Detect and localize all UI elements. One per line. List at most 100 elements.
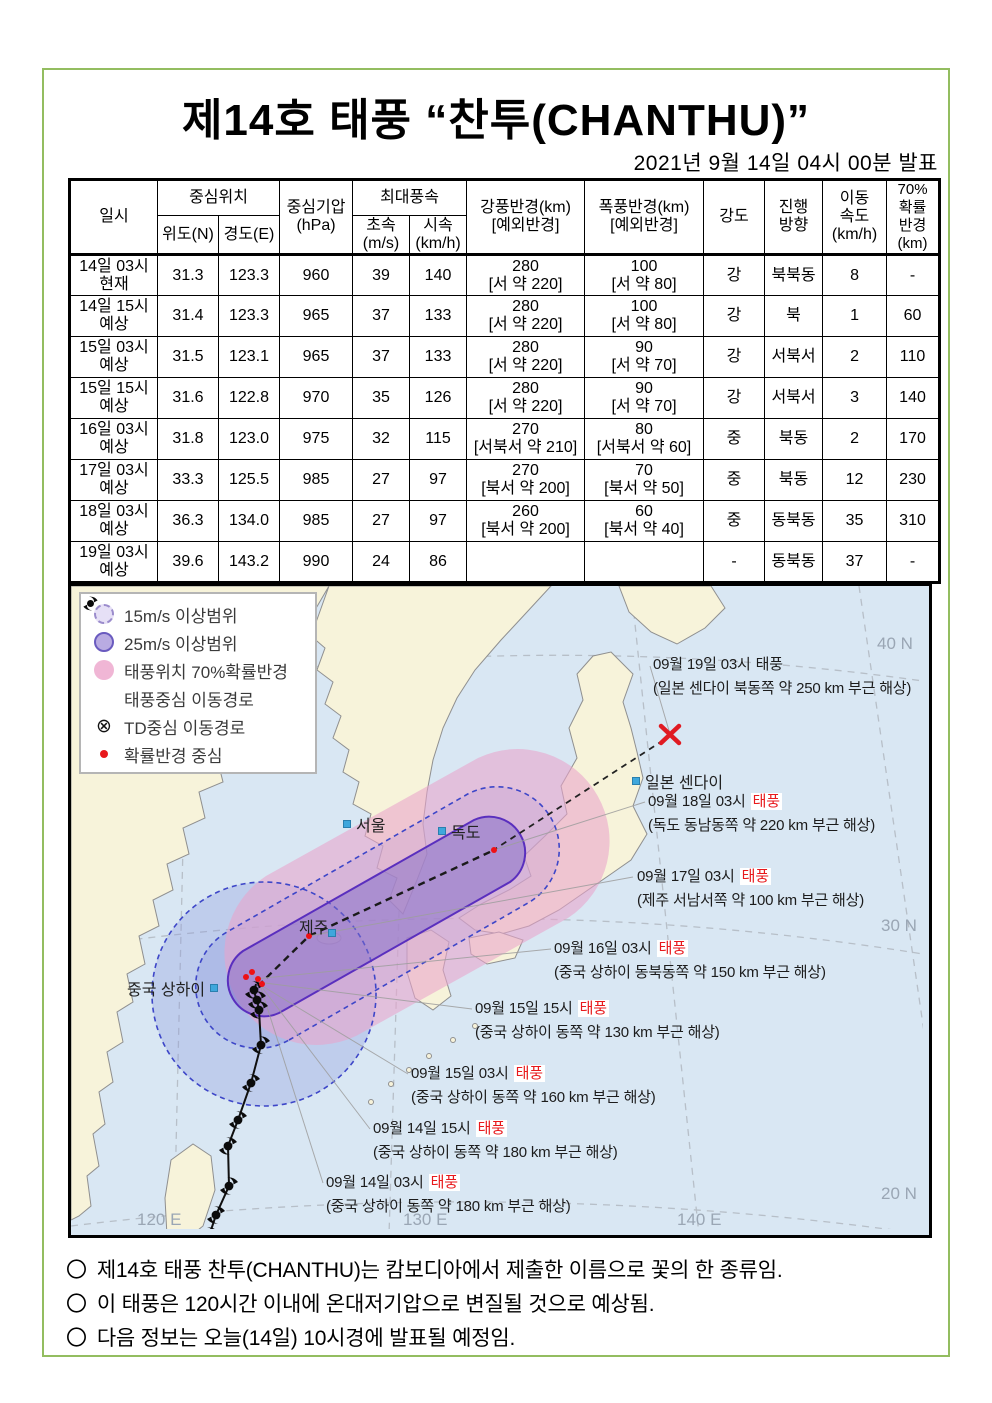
cell-time1: 14일 03시 (79, 257, 149, 275)
table-cell: 31.5 (157, 336, 219, 378)
annotation-time: 09월 14일 03시 (326, 1174, 424, 1191)
prob-center-dots (243, 847, 497, 987)
cell-wind_kmh: 97 (429, 512, 447, 529)
table-cell: 975 (279, 418, 354, 460)
table-cell: 중 (703, 418, 766, 460)
annotation-keyword: 태풍 (513, 1065, 545, 1082)
table-cell: 70 [북서 약 50] (584, 459, 705, 501)
cell-time1: 14일 15시 (79, 298, 149, 315)
grid-label-30n: 30 N (881, 916, 917, 935)
col-speed: 이동 속도 (km/h) (822, 179, 888, 255)
annotation-time-line: 09월 19일 03시 태풍 (653, 653, 911, 677)
table-cell: 31.8 (157, 418, 219, 460)
table-cell: 2 (822, 418, 888, 460)
table-cell: 39.6 (157, 541, 219, 583)
legend-item: 25m/s 이상범위 (91, 628, 315, 656)
cell-time2: 예상 (99, 398, 129, 415)
cell-direction: 동북동 (771, 552, 816, 570)
forecast-annotation: 09월 17일 03시 태풍 (제주 서남서쪽 약 100 km 부근 해상) (637, 865, 864, 913)
table-cell: 27 (352, 500, 411, 542)
forecast-annotation: 09월 15일 03시 태풍 (중국 상하이 동쪽 약 160 km 부근 해상) (411, 1062, 656, 1110)
legend-label: 확률반경 중심 (124, 746, 223, 766)
cell-r15_ex: [서 약 220] (488, 275, 563, 293)
cell-time2: 예상 (99, 357, 129, 374)
cell-lon: 125.5 (228, 471, 270, 488)
city-marker-icon (343, 820, 351, 828)
cell-r15_ex: [북서 약 200] (481, 521, 570, 538)
table-cell: 960 (279, 254, 354, 296)
legend-item: 15m/s 이상범위 (91, 600, 315, 628)
legend-item: 태풍위치 70%확률반경 (91, 656, 315, 684)
cell-r25: 100 (630, 298, 658, 315)
cell-wind_ms: 37 (372, 348, 390, 365)
annotation-keyword: 태풍 (755, 656, 783, 673)
cell-lon: 123.0 (228, 430, 270, 447)
table-cell: - (703, 541, 766, 583)
cell-pressure: 970 (302, 389, 330, 406)
col-wind-ms-l2: (m/s) (362, 234, 400, 252)
forecast-annotation: 09월 18일 03시 태풍 (독도 동남동쪽 약 220 km 부근 해상) (648, 790, 875, 838)
cell-r25: 90 (635, 380, 653, 397)
forecast-table-header: 일시 중심위치 중심기압 (hPa) 최대풍속 강풍반경(km) [예외반경] … (69, 178, 941, 255)
cell-intensity: - (731, 552, 737, 570)
table-cell: 14일 15시 예상 (69, 295, 158, 337)
cell-direction: 북동 (778, 430, 809, 447)
cell-lon: 123.3 (228, 307, 270, 324)
cell-prob70: - (909, 266, 916, 284)
table-cell: 31.4 (157, 295, 219, 337)
table-row: 15일 03시 예상 31.5 123.1 965 37 133 280 [서 약 220] 90… (69, 336, 941, 378)
cell-direction: 북북동 (771, 266, 816, 284)
table-cell: 37 (822, 541, 888, 583)
table-cell (584, 541, 705, 583)
cell-lat: 36.3 (172, 512, 204, 529)
col-r25-l2: [예외반경] (610, 217, 678, 234)
place-shanghai: 중국 상하이 (127, 976, 219, 1000)
annotation-location: (중국 상하이 동쪽 약 130 km 부근 해상) (475, 1024, 720, 1041)
forecast-annotation: 09월 14일 03시 태풍 (중국 상하이 동쪽 약 180 km 부근 해상) (326, 1171, 571, 1219)
cell-time2: 예상 (99, 316, 129, 333)
col-speed-l1: 이동 (839, 190, 870, 207)
forecast-annotation: 09월 16일 03시 태풍 (중국 상하이 동북동쪽 약 150 km 부근 해상… (554, 937, 826, 985)
cell-direction: 동북동 (771, 512, 816, 529)
col-r25-l1: 폭풍반경(km) (598, 199, 690, 216)
table-cell: 126 (409, 377, 468, 419)
table-row: 19일 03시 예상 39.6 143.2 990 24 86 - 동북동 37 - (69, 541, 941, 583)
cell-time2: 예상 (99, 521, 129, 538)
cell-r25_ex: [서 약 80] (611, 275, 677, 293)
annotation-time-line: 09월 15일 15시 태풍 (475, 997, 720, 1021)
table-cell: 280 [서 약 220] (466, 295, 586, 337)
cell-wind_kmh: 97 (429, 471, 447, 488)
cell-r15: 280 (512, 380, 539, 397)
table-cell: 북 (764, 295, 824, 337)
col-prob70-l4: (km) (897, 235, 928, 252)
grid-label-20n: 20 N (881, 1184, 917, 1203)
cell-lon: 122.8 (228, 389, 270, 406)
cell-wind_ms: 32 (372, 430, 390, 447)
table-cell: 134.0 (217, 500, 281, 542)
cell-intensity: 강 (726, 307, 742, 324)
cell-pressure: 985 (302, 512, 330, 529)
col-wind-kmh: 시속 (km/h) (409, 215, 468, 255)
cell-lon: 123.1 (228, 348, 270, 365)
annotation-location: (일본 센다이 북동쪽 약 250 km 부근 해상) (653, 680, 912, 697)
place-jeju-marker (328, 929, 336, 937)
col-wind-ms-l1: 초속 (366, 216, 396, 234)
dashed-circle-icon (91, 604, 117, 624)
place-sendai-label: 일본 센다이 (645, 775, 724, 792)
table-cell: 965 (279, 295, 354, 337)
cell-wind_ms: 27 (372, 471, 390, 488)
city-marker-icon (210, 984, 219, 992)
table-cell: 100 [서 약 80] (584, 295, 705, 337)
table-row: 14일 15시 예상 31.4 123.3 965 37 133 280 [서 약 220] 10… (69, 295, 941, 337)
cell-pressure: 985 (302, 471, 330, 488)
col-wind-kmh-l2: (km/h) (415, 234, 461, 252)
place-seoul: 서울 (343, 812, 385, 836)
cell-r15_ex: [북서 약 200] (481, 480, 570, 497)
cell-wind_ms: 24 (372, 552, 390, 570)
table-row: 15일 15시 예상 31.6 122.8 970 35 126 280 [서 약 220] 90… (69, 377, 941, 419)
forecast-annotation: 09월 19일 03시 태풍 (일본 센다이 북동쪽 약 250 km 부근 해상) (653, 653, 911, 701)
annotation-time-line: 09월 18일 03시 태풍 (648, 790, 875, 814)
cell-r15: 280 (512, 257, 539, 275)
cell-wind_kmh: 133 (424, 348, 452, 365)
table-cell: 17일 03시 예상 (69, 459, 158, 501)
